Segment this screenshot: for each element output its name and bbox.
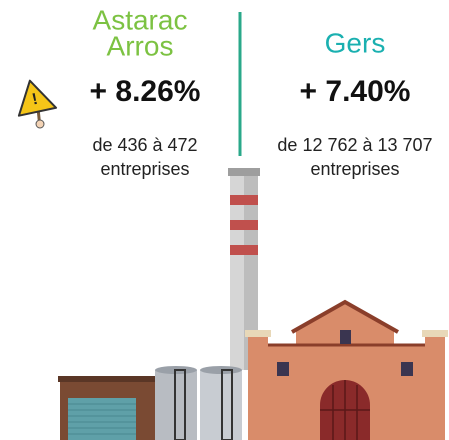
right-detail: de 12 762 à 13 707 <box>277 135 432 155</box>
left-detail: de 436 à 472 <box>92 135 197 155</box>
right-detail: entreprises <box>310 159 399 179</box>
svg-text:!: ! <box>31 91 40 109</box>
left-name: Astarac <box>93 4 188 35</box>
left-name: Arros <box>107 30 174 61</box>
warning-icon: ! <box>17 79 58 129</box>
factory-illustration <box>58 168 448 440</box>
right-change: + 7.40% <box>300 75 411 108</box>
left-change: + 8.26% <box>90 75 201 108</box>
right-name: Gers <box>325 27 386 58</box>
left-detail: entreprises <box>100 159 189 179</box>
